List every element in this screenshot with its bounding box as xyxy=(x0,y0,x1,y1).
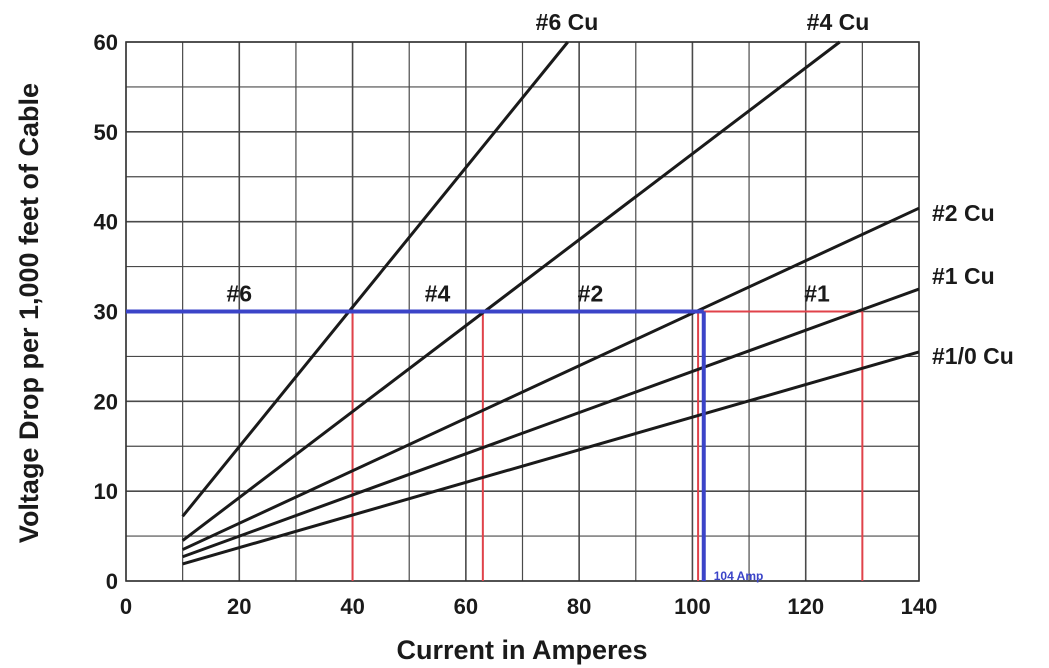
y-tick-label: 60 xyxy=(94,30,118,55)
series-label: #6 Cu xyxy=(536,9,599,35)
x-tick-label: 40 xyxy=(340,594,364,619)
x-tick-label: 20 xyxy=(227,594,251,619)
series-lines xyxy=(181,40,920,566)
x-tick-label: 60 xyxy=(454,594,478,619)
region-label: #6 xyxy=(226,281,252,307)
highlight-annotation: 104 Amp xyxy=(714,569,764,583)
series-line xyxy=(181,40,841,542)
series-line xyxy=(182,287,920,559)
y-tick-label: 0 xyxy=(106,569,118,594)
series-line xyxy=(181,41,569,518)
x-tick-label: 120 xyxy=(787,594,824,619)
tick-labels: 0 20 40 60 80 100 120 140 0 10 20 30 40 50 60 xyxy=(94,30,938,619)
series-line xyxy=(182,350,920,566)
x-axis-label: Current in Amperes xyxy=(396,635,647,665)
series-line xyxy=(182,206,920,551)
x-tick-label: 100 xyxy=(674,594,711,619)
y-tick-label: 20 xyxy=(94,389,118,414)
reference-line-group xyxy=(126,309,706,581)
series-label: #1/0 Cu xyxy=(932,343,1014,369)
series-label: #1 Cu xyxy=(932,263,995,289)
y-tick-label: 30 xyxy=(94,300,118,325)
region-label: #4 xyxy=(425,281,451,307)
series-label: #2 Cu xyxy=(932,200,995,226)
series-label: #4 Cu xyxy=(807,9,870,35)
y-tick-label: 50 xyxy=(94,120,118,145)
y-axis-label: Voltage Drop per 1,000 feet of Cable xyxy=(14,83,44,543)
region-label: #1 xyxy=(804,281,830,307)
y-tick-label: 10 xyxy=(94,479,118,504)
y-tick-label: 40 xyxy=(94,210,118,235)
x-tick-label: 140 xyxy=(901,594,938,619)
region-label: #2 xyxy=(578,281,604,307)
labels: #6 Cu #4 Cu #2 Cu #1 Cu #1/0 Cu #6 #4 #2 #1 104 A… xyxy=(226,9,1013,583)
x-tick-label: 0 xyxy=(120,594,132,619)
x-tick-label: 80 xyxy=(567,594,591,619)
